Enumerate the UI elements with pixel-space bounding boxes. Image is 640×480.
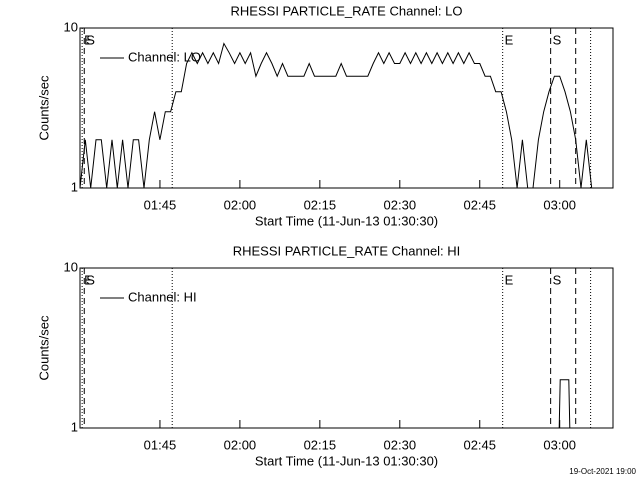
plot-frame <box>79 267 614 429</box>
data-line <box>79 42 597 189</box>
x-tick-label: 01:45 <box>144 437 177 452</box>
x-axis-label: Start Time (11-Jun-13 01:30:30) <box>255 213 438 228</box>
event-label: E <box>505 32 514 47</box>
event-label: S <box>553 32 562 47</box>
x-tick-label: 01:45 <box>144 197 177 212</box>
legend-label: Channel: LO <box>128 49 201 64</box>
x-tick-label: 03:00 <box>543 437 576 452</box>
x-tick-label: 02:15 <box>304 437 337 452</box>
chart-title: RHESSI PARTICLE_RATE Channel: LO <box>231 3 463 18</box>
y-tick-label: 10 <box>64 259 78 274</box>
footer-date: 19-Oct-2021 19:00 <box>569 467 636 476</box>
event-label: E <box>505 272 514 287</box>
x-tick-label: 02:00 <box>224 437 257 452</box>
x-tick-label: 02:45 <box>463 437 496 452</box>
y-axis-label: Counts/sec <box>36 75 51 141</box>
x-tick-label: 02:00 <box>224 197 257 212</box>
data-line <box>553 379 576 429</box>
y-axis-label: Counts/sec <box>36 315 51 381</box>
legend-label: Channel: HI <box>128 289 197 304</box>
event-label: S <box>86 272 95 287</box>
y-tick-label: 10 <box>64 19 78 34</box>
event-label: S <box>86 32 95 47</box>
chart-title: RHESSI PARTICLE_RATE Channel: HI <box>233 243 461 258</box>
event-label: E <box>84 32 93 47</box>
y-tick-label: 1 <box>71 179 78 194</box>
x-axis-label: Start Time (11-Jun-13 01:30:30) <box>255 453 438 468</box>
x-tick-label: 02:15 <box>304 197 337 212</box>
y-tick-label: 1 <box>71 419 78 434</box>
event-label: S <box>553 272 562 287</box>
x-tick-label: 02:30 <box>384 437 417 452</box>
x-tick-label: 02:30 <box>384 197 417 212</box>
x-tick-label: 02:45 <box>463 197 496 212</box>
x-tick-label: 03:00 <box>543 197 576 212</box>
plot-frame <box>79 27 614 189</box>
event-label: E <box>84 272 93 287</box>
